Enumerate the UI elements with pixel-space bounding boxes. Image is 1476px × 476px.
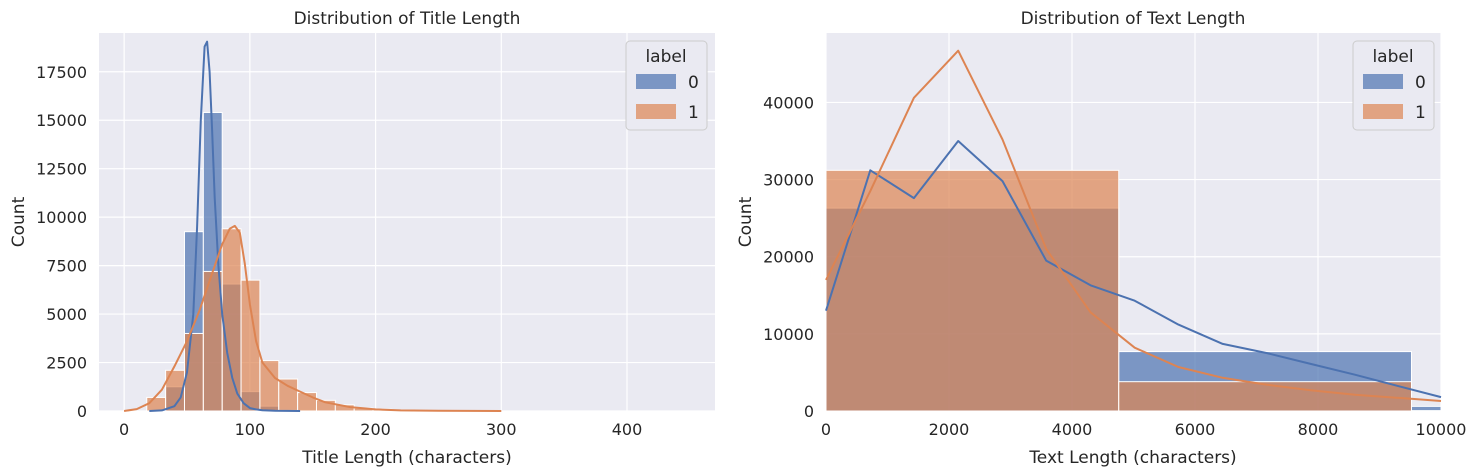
x-tick-label: 400 bbox=[612, 420, 643, 439]
kde-line-label-0 bbox=[149, 40, 301, 412]
y-tick-label: 20000 bbox=[763, 248, 814, 267]
legend-label-1: 1 bbox=[688, 103, 699, 123]
bar-label-1 bbox=[825, 169, 1120, 412]
legend-title: label bbox=[645, 47, 686, 67]
tick-labels: 0 2000 4000 6000 8000 10000 0 10000 20000 30000 40… bbox=[763, 93, 1466, 439]
x-tick-label: 0 bbox=[119, 420, 129, 439]
legend-swatch-0 bbox=[636, 74, 676, 89]
bar-label-1 bbox=[240, 279, 261, 412]
legend-swatch-1 bbox=[1363, 104, 1403, 119]
x-tick-label: 6000 bbox=[1175, 420, 1216, 439]
chart-title: Distribution of Text Length bbox=[1021, 9, 1246, 29]
title-length-chart: 0 100 200 300 400 0 2500 5000 7500 10000 12500 1500… bbox=[9, 9, 715, 468]
y-tick-label: 40000 bbox=[763, 93, 814, 112]
kde-line-label-1 bbox=[825, 49, 1442, 402]
bar-label-1 bbox=[278, 378, 299, 412]
kde-curves bbox=[825, 49, 1442, 402]
legend-label-0: 0 bbox=[1415, 73, 1426, 93]
legend-label-1: 1 bbox=[1415, 103, 1426, 123]
y-tick-label: 30000 bbox=[763, 171, 814, 190]
y-tick-label: 7500 bbox=[46, 257, 87, 276]
y-tick-label: 2500 bbox=[46, 354, 87, 373]
x-tick-label: 2000 bbox=[929, 420, 970, 439]
legend: label 0 1 bbox=[1352, 40, 1435, 131]
bar-label-1 bbox=[259, 360, 280, 412]
histogram-bars bbox=[146, 111, 431, 412]
y-tick-label: 0 bbox=[77, 402, 87, 421]
bar-label-1 bbox=[221, 228, 242, 412]
x-tick-label: 8000 bbox=[1298, 420, 1339, 439]
x-tick-label: 4000 bbox=[1052, 420, 1093, 439]
x-tick-label: 100 bbox=[235, 420, 266, 439]
bar-label-1 bbox=[146, 396, 167, 412]
chart-title: Distribution of Title Length bbox=[294, 9, 521, 29]
x-tick-label: 300 bbox=[486, 420, 517, 439]
kde-line-label-1 bbox=[123, 224, 502, 412]
tick-labels: 0 100 200 300 400 0 2500 5000 7500 10000 12500 1500… bbox=[36, 63, 642, 439]
legend: label 0 1 bbox=[625, 40, 708, 131]
kde-curves bbox=[123, 40, 502, 412]
y-tick-label: 17500 bbox=[36, 63, 87, 82]
legend-swatch-1 bbox=[636, 104, 676, 119]
y-axis-label: Count bbox=[9, 196, 29, 247]
y-tick-label: 0 bbox=[804, 402, 814, 421]
x-axis-label: Title Length (characters) bbox=[301, 448, 511, 468]
x-tick-label: 200 bbox=[360, 420, 391, 439]
legend-swatch-0 bbox=[1363, 74, 1403, 89]
text-length-chart: 0 2000 4000 6000 8000 10000 0 10000 20000 30000 40… bbox=[736, 9, 1466, 468]
y-tick-label: 5000 bbox=[46, 305, 87, 324]
legend-title: label bbox=[1372, 47, 1413, 67]
kde-line-label-0 bbox=[825, 140, 1442, 399]
x-tick-label: 10000 bbox=[1416, 420, 1467, 439]
x-tick-label: 0 bbox=[821, 420, 831, 439]
y-axis-label: Count bbox=[736, 196, 756, 247]
y-tick-label: 12500 bbox=[36, 160, 87, 179]
legend-label-0: 0 bbox=[688, 73, 699, 93]
x-axis-label: Text Length (characters) bbox=[1028, 448, 1236, 468]
y-tick-label: 10000 bbox=[763, 325, 814, 344]
y-tick-label: 15000 bbox=[36, 111, 87, 130]
y-tick-label: 10000 bbox=[36, 208, 87, 227]
